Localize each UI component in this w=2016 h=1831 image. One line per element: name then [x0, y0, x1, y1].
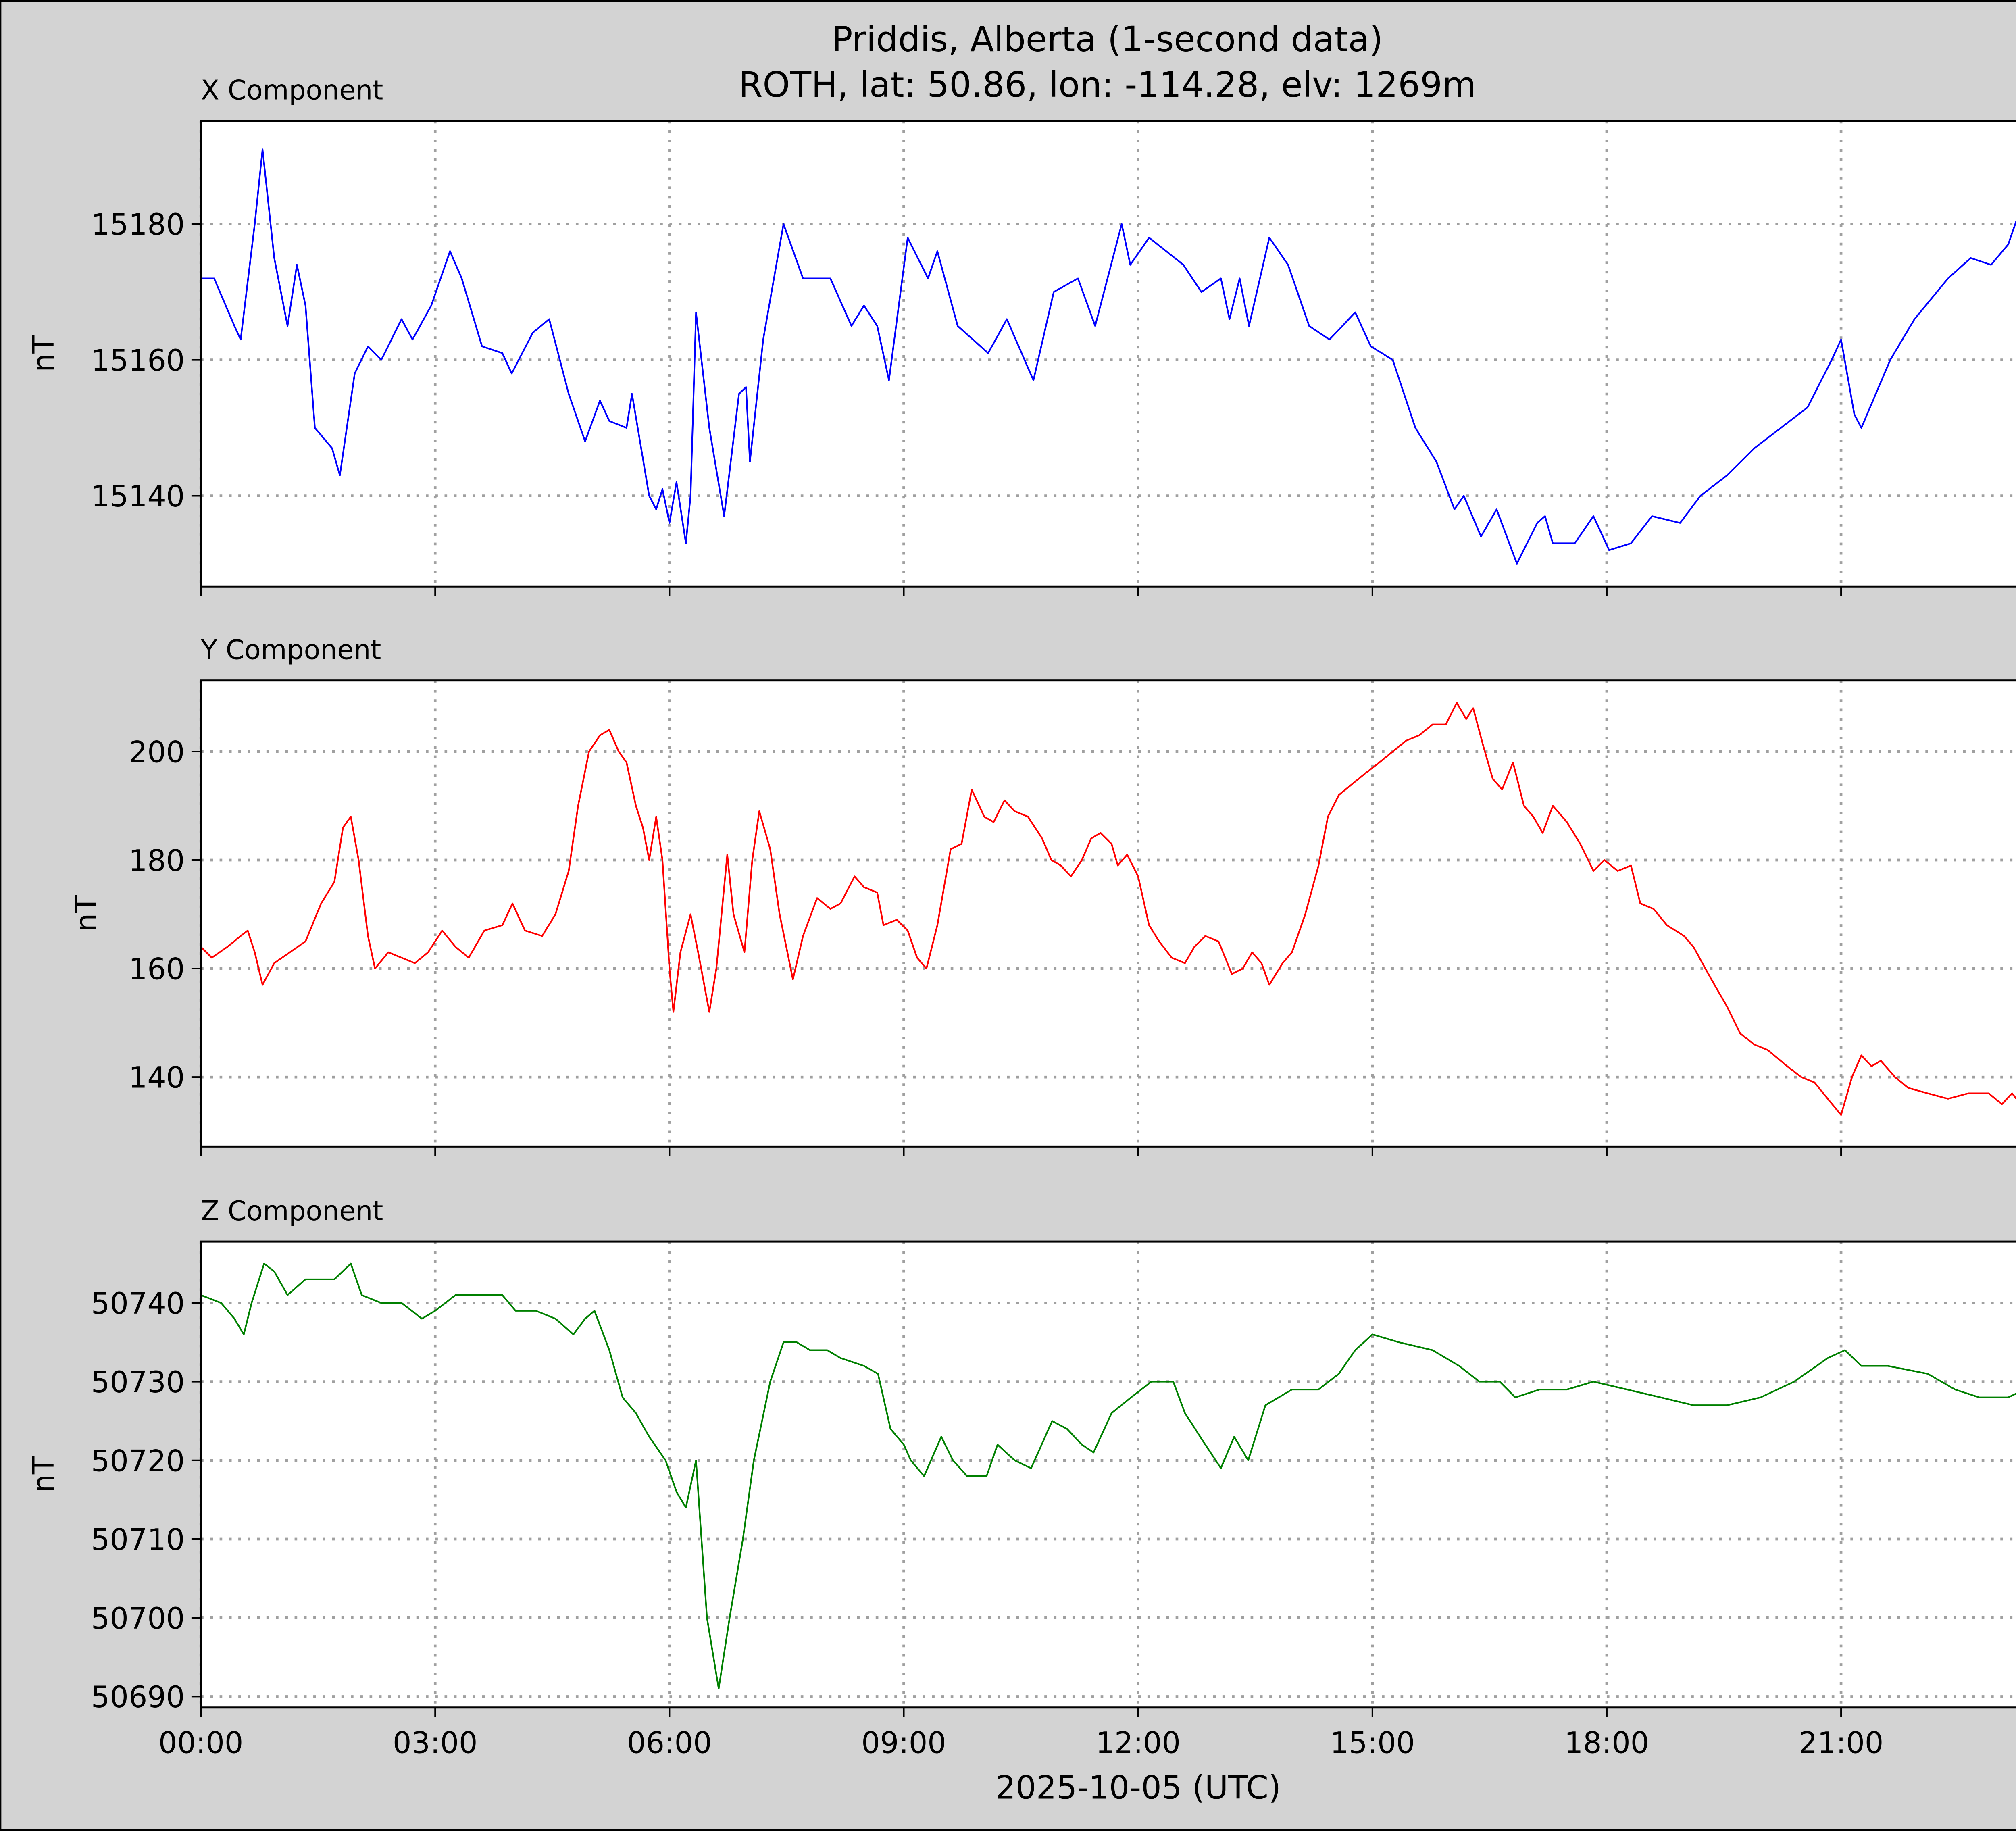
subplot-title: X Component: [201, 74, 383, 106]
x-tick-label: 18:00: [1564, 1726, 1649, 1760]
x-tick-label: 06:00: [627, 1726, 712, 1760]
data-line: [200, 702, 2016, 1116]
y-axis-label: nT: [69, 895, 104, 932]
x-tick-label: 12:00: [1095, 1726, 1181, 1760]
y-tick-label: 50720: [91, 1444, 185, 1478]
y-axis-label: nT: [27, 335, 61, 372]
plot-area: [201, 1241, 2016, 1708]
x-axis-label: 2025-10-05 (UTC): [995, 1769, 1281, 1806]
y-tick-label: 50740: [91, 1287, 185, 1321]
chart-subtitle: ROTH, lat: 50.86, lon: -114.28, elv: 126…: [738, 65, 1476, 105]
data-line: [201, 148, 2016, 565]
plot-frame: [200, 1240, 2016, 1709]
y-tick-label: 15140: [91, 479, 185, 514]
y-tick-label: 50690: [91, 1680, 185, 1714]
y-tick-label: 200: [129, 735, 185, 770]
y-axis-label: nT: [27, 1456, 61, 1493]
x-tick-label: 15:00: [1330, 1726, 1415, 1760]
subplot-title: Z Component: [201, 1195, 383, 1227]
y-tick-label: 50710: [91, 1523, 185, 1557]
x-tick-label: 21:00: [1799, 1726, 1884, 1760]
chart-title: Priddis, Alberta (1-second data): [832, 19, 1383, 60]
y-tick-label: 140: [129, 1061, 185, 1095]
x-tick-label: 03:00: [393, 1726, 478, 1760]
y-tick-label: 15180: [91, 208, 185, 242]
x-tick-label: 09:00: [861, 1726, 946, 1760]
plot-frame: [200, 679, 2016, 1148]
subplot-title: Y Component: [200, 634, 381, 666]
plot-area: [201, 680, 2016, 1147]
data-line: [200, 1262, 2016, 1689]
y-tick-label: 160: [129, 952, 185, 987]
plot-frame: [200, 120, 2016, 588]
y-tick-label: 50730: [91, 1365, 185, 1400]
y-tick-label: 180: [129, 844, 185, 878]
y-tick-label: 15160: [91, 344, 185, 378]
x-tick-label: 00:00: [158, 1726, 244, 1760]
plot-area: [201, 121, 2016, 587]
y-tick-label: 50700: [91, 1602, 185, 1636]
